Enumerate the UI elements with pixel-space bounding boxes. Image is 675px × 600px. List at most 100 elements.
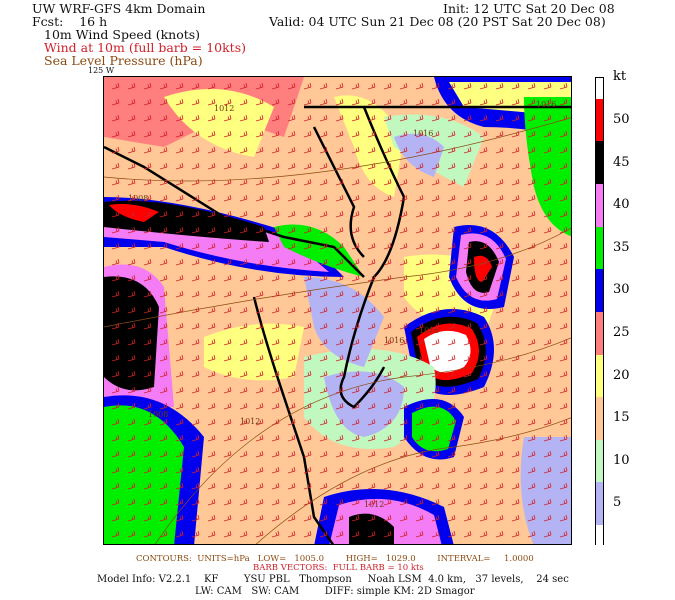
wind-barb <box>351 514 360 522</box>
wind-barb <box>271 226 280 234</box>
wind-barb <box>431 498 440 506</box>
wind-barb <box>559 178 568 186</box>
wind-barb <box>335 130 344 138</box>
wind-barb <box>159 322 168 330</box>
wind-barb <box>239 290 248 298</box>
wind-barb <box>239 434 248 442</box>
wind-barb <box>367 498 376 506</box>
wind-barb <box>143 466 152 474</box>
wind-barb <box>511 258 520 266</box>
wind-barb <box>223 306 232 314</box>
wind-barb <box>527 402 536 410</box>
wind-barb <box>479 98 488 106</box>
wind-barb <box>383 290 392 298</box>
wind-barb <box>463 354 472 362</box>
wind-barb <box>127 322 136 330</box>
wind-barb <box>287 514 296 522</box>
wind-barb <box>127 226 136 234</box>
wind-barb <box>495 162 504 170</box>
wind-barb <box>559 370 568 378</box>
wind-barb <box>559 210 568 218</box>
wind-barb <box>319 194 328 202</box>
wind-barb <box>207 178 216 186</box>
wind-barb <box>255 290 264 298</box>
wind-barb <box>559 482 568 490</box>
wind-barb <box>527 434 536 442</box>
wind-barb <box>175 226 184 234</box>
wind-barb <box>511 82 520 90</box>
wind-barb <box>383 450 392 458</box>
wind-barb <box>271 514 280 522</box>
wind-barb <box>479 114 488 122</box>
wind-barb <box>495 82 504 90</box>
wind-barb <box>255 530 264 538</box>
wind-barb <box>527 226 536 234</box>
wind-barb <box>511 514 520 522</box>
wind-barb <box>383 306 392 314</box>
wind-barb <box>207 82 216 90</box>
wind-barb <box>415 354 424 362</box>
wind-barb <box>111 354 120 362</box>
wind-barb <box>479 482 488 490</box>
wind-barb <box>495 354 504 362</box>
wind-barb <box>447 466 456 474</box>
wind-barb <box>319 274 328 282</box>
pressure-label: 1016 <box>419 326 439 335</box>
wind-barb <box>495 482 504 490</box>
wind-barb <box>559 290 568 298</box>
wind-barb <box>511 354 520 362</box>
wind-barb <box>431 258 440 266</box>
wind-barb <box>479 82 488 90</box>
wind-barb <box>255 146 264 154</box>
wind-barb <box>143 434 152 442</box>
wind-barb <box>511 434 520 442</box>
wind-barb <box>207 514 216 522</box>
wind-barb <box>127 482 136 490</box>
wind-barb <box>367 322 376 330</box>
wind-barb <box>111 226 120 234</box>
wind-barb <box>559 98 568 106</box>
wind-barb <box>527 306 536 314</box>
wind-barb <box>223 194 232 202</box>
wind-barb <box>255 322 264 330</box>
wind-barb <box>175 418 184 426</box>
wind-barb <box>367 370 376 378</box>
wind-barb <box>495 402 504 410</box>
wind-barb <box>143 402 152 410</box>
wind-barb <box>223 242 232 250</box>
wind-barb <box>287 402 296 410</box>
wind-barb <box>255 210 264 218</box>
wind-barb <box>239 162 248 170</box>
wind-barb <box>367 466 376 474</box>
wind-barb <box>255 130 264 138</box>
wind-barb <box>223 274 232 282</box>
wind-barb <box>287 434 296 442</box>
wind-barb <box>415 114 424 122</box>
wind-barb <box>447 418 456 426</box>
wind-barb <box>447 98 456 106</box>
wind-barb <box>447 242 456 250</box>
wind-barb <box>431 370 440 378</box>
wind-barb <box>543 450 552 458</box>
model-info: Model Info: V2.2.1 KF YSU PBL Thompson N… <box>97 574 569 585</box>
colorbar <box>595 77 604 546</box>
wind-barb <box>143 162 152 170</box>
wind-barb <box>159 162 168 170</box>
wind-barb <box>191 322 200 330</box>
wind-barb <box>111 498 120 506</box>
wind-barb <box>207 466 216 474</box>
wind-barb <box>495 242 504 250</box>
wind-barb <box>255 466 264 474</box>
wind-barb <box>303 530 312 538</box>
wind-barb <box>511 146 520 154</box>
wind-barb <box>543 482 552 490</box>
wind-barb <box>175 98 184 106</box>
wind-barb <box>207 370 216 378</box>
wind-barb <box>351 258 360 266</box>
wind-barb <box>271 402 280 410</box>
wind-barb <box>415 306 424 314</box>
wind-barb <box>431 274 440 282</box>
wind-barb <box>143 194 152 202</box>
wind-barb <box>207 354 216 362</box>
wind-barb <box>159 146 168 154</box>
